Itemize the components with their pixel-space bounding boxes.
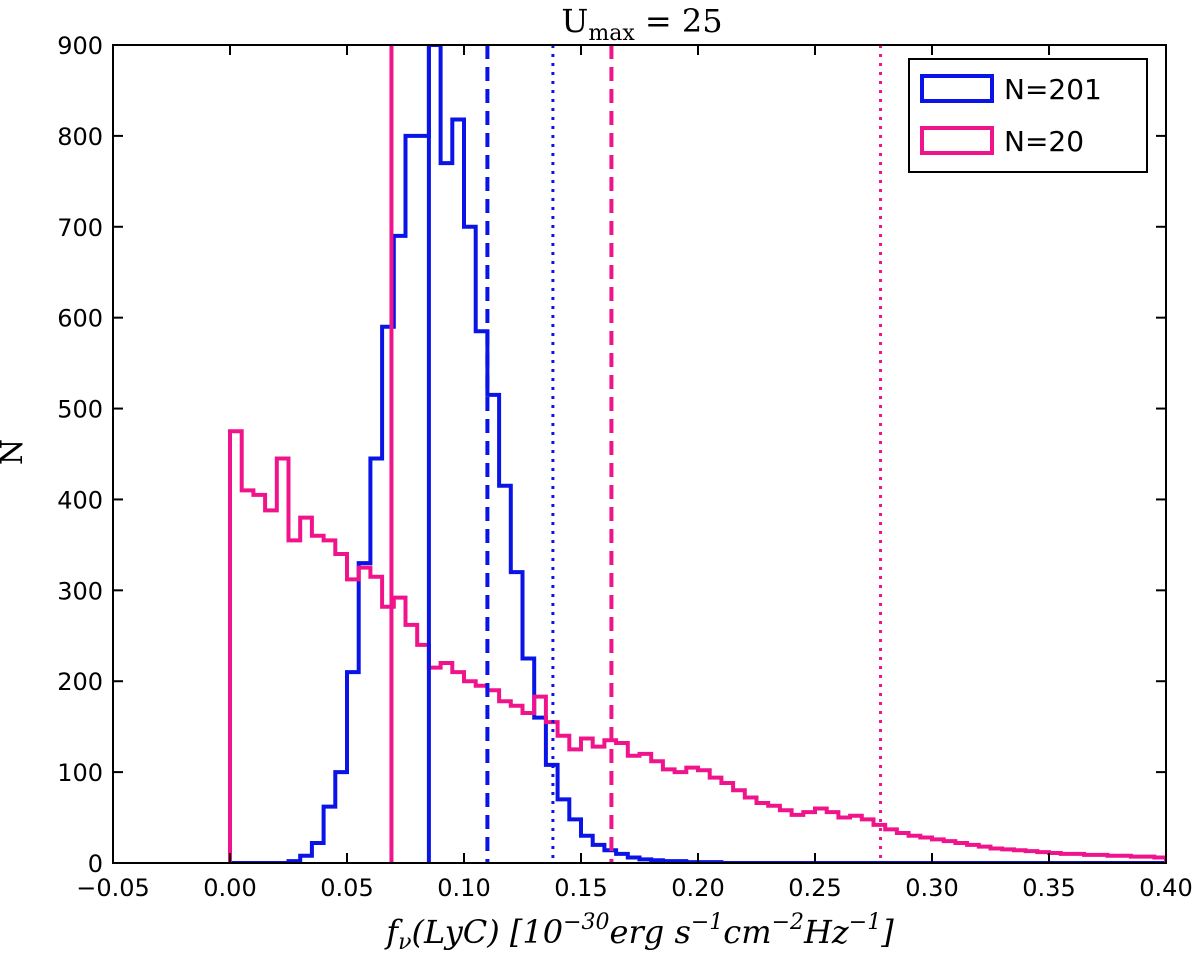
x-tick-label: 0.30: [905, 874, 958, 902]
y-axis-label: N: [0, 439, 30, 465]
legend-swatch-n20: [920, 126, 994, 155]
x-tick-label: 0.35: [1022, 874, 1075, 902]
x-axis-label: fν(LyC) [10−30erg s−1cm−2Hz−1]: [384, 910, 894, 955]
xlabel-hz: Hz: [803, 913, 850, 951]
y-tick-label: 700: [57, 214, 103, 242]
x-tick-label: 0.10: [437, 874, 490, 902]
y-tick-label: 500: [57, 396, 103, 424]
legend: N=201 N=20: [908, 58, 1148, 173]
legend-swatch-n201: [920, 74, 994, 103]
xlabel-nu: ν: [398, 930, 411, 955]
legend-label-n20: N=20: [1004, 125, 1084, 158]
xlabel-lyc: (LyC) [10: [412, 913, 564, 951]
y-tick-label: 100: [57, 759, 103, 787]
y-tick-label: 600: [57, 305, 103, 333]
x-tick-label: 0.00: [203, 874, 256, 902]
xlabel-cm: cm: [723, 913, 771, 951]
x-tick-label: −0.05: [76, 874, 150, 902]
y-tick-label: 400: [57, 486, 103, 514]
y-tick-label: 0: [88, 850, 103, 878]
xlabel-exp2: −1: [691, 910, 723, 935]
xlabel-exp1: −30: [563, 910, 609, 935]
x-tick-label: 0.05: [320, 874, 373, 902]
histogram-series-n201: [230, 45, 1166, 863]
title-sub: max: [588, 21, 635, 46]
y-tick-label: 300: [57, 577, 103, 605]
title-main: U: [561, 2, 588, 40]
legend-label-n201: N=201: [1004, 73, 1102, 106]
y-tick-label: 900: [57, 32, 103, 60]
chart-title: Umax = 25: [561, 2, 722, 46]
x-tick-label: 0.25: [788, 874, 841, 902]
x-tick-label: 0.15: [554, 874, 607, 902]
xlabel-close: ]: [880, 913, 894, 951]
xlabel-erg: erg s: [610, 913, 691, 951]
x-tick-label: 0.40: [1139, 874, 1192, 902]
histogram-series-n20: [228, 429, 1166, 863]
xlabel-exp3: −2: [772, 910, 804, 935]
y-tick-label: 800: [57, 123, 103, 151]
xlabel-exp4: −1: [849, 910, 881, 935]
y-tick-label: 200: [57, 668, 103, 696]
x-tick-label: 0.20: [671, 874, 724, 902]
plot-frame: [112, 44, 1167, 864]
title-rest: = 25: [635, 2, 723, 40]
